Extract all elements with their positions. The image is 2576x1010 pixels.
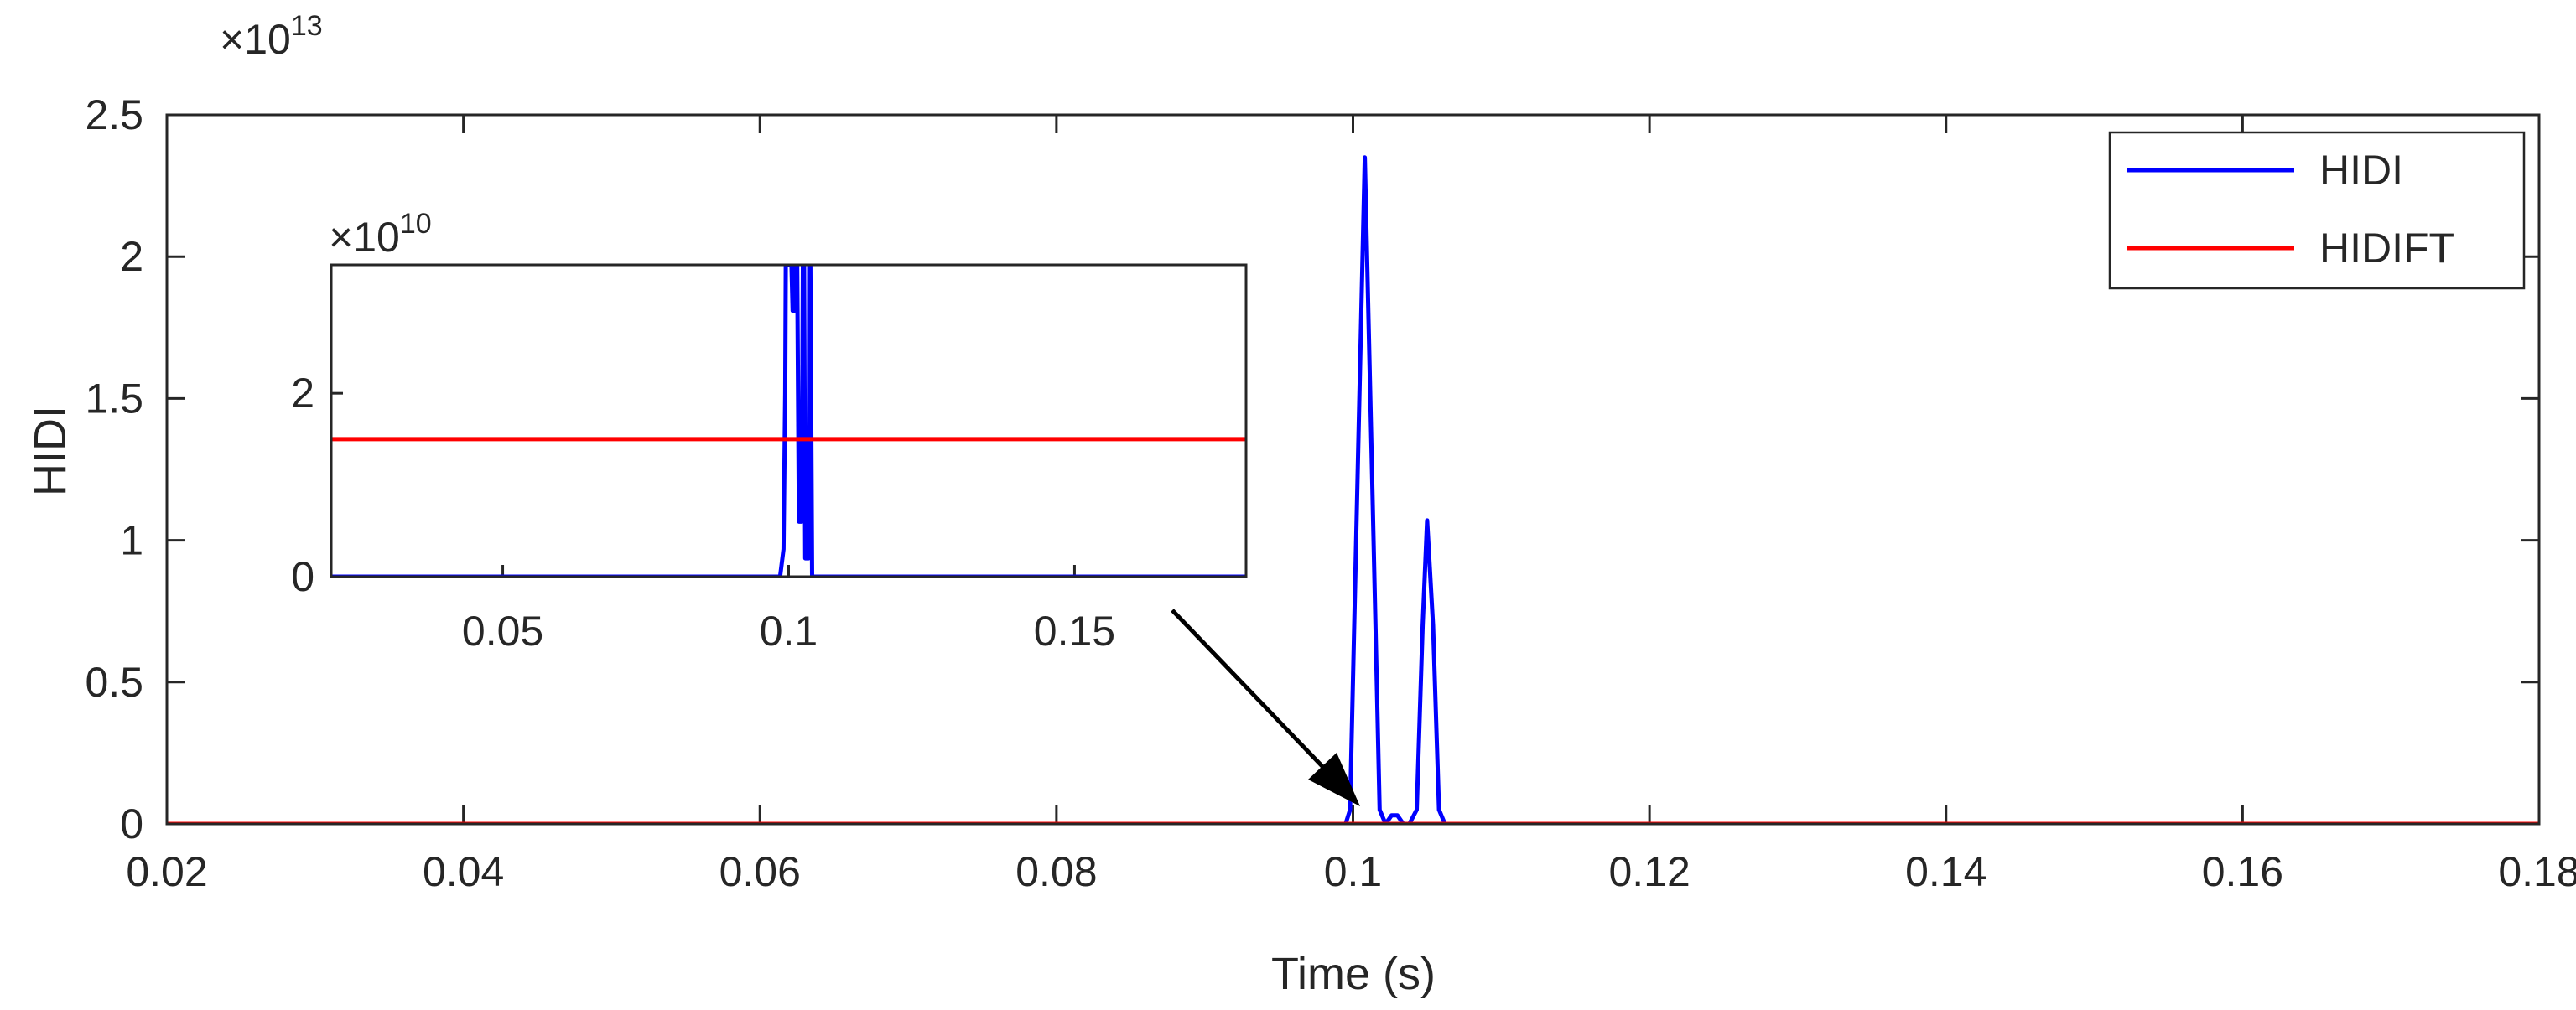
inset-axes-box xyxy=(330,263,1248,578)
inset-x-ticks: 0.05 0.1 0.15 xyxy=(462,565,1115,655)
annotation-arrow xyxy=(1171,609,1360,806)
x-tick-label: 0.05 xyxy=(462,608,543,655)
legend-item-hidi: HIDI xyxy=(2127,147,2403,194)
y-tick-label: 0 xyxy=(120,800,143,847)
legend-label-hidi: HIDI xyxy=(2319,147,2403,194)
x-tick-label: 0.02 xyxy=(126,848,207,895)
series-line-hidi xyxy=(331,265,1246,577)
legend: HIDI HIDIFT xyxy=(2108,131,2526,290)
main-axes: HIDI Time (s) ×1013 0.02 0.04 0.06 0.08 0.1 0… xyxy=(25,10,2576,999)
x-tick-label: 0.04 xyxy=(423,848,504,895)
series-line-hidi xyxy=(167,155,2539,824)
x-tick-label: 0.14 xyxy=(1905,848,1987,895)
inset-y-exponent-label: ×1010 xyxy=(329,208,432,261)
y-tick-label: 0.5 xyxy=(85,659,143,706)
main-plot-area xyxy=(167,155,2539,824)
x-ticks: 0.02 0.04 0.06 0.08 0.1 0.12 0.14 0.16 0.18 xyxy=(126,115,2576,895)
y-tick-label: 0 xyxy=(291,553,314,600)
x-tick-label: 0.1 xyxy=(1324,848,1383,895)
y-tick-label: 2 xyxy=(120,233,143,280)
x-tick-label: 0.16 xyxy=(2202,848,2283,895)
y-tick-label: 1 xyxy=(120,517,143,564)
svg-text:×1010: ×1010 xyxy=(329,208,432,261)
svg-text:×1013: ×1013 xyxy=(220,10,323,63)
x-tick-label: 0.18 xyxy=(2498,848,2576,895)
y-tick-label: 1.5 xyxy=(85,375,143,422)
x-tick-label: 0.1 xyxy=(760,608,818,655)
y-exponent-label: ×1013 xyxy=(220,10,323,63)
x-tick-label: 0.08 xyxy=(1015,848,1097,895)
y-axis-label: HIDI xyxy=(25,406,75,496)
legend-box xyxy=(2108,131,2526,290)
y-tick-label: 2.5 xyxy=(85,91,143,138)
legend-item-hidift: HIDIFT xyxy=(2127,225,2454,272)
x-tick-label: 0.15 xyxy=(1034,608,1115,655)
main-axes-box xyxy=(165,113,2541,826)
inset-plot-area xyxy=(331,265,1246,577)
inset-y-multiplier: ×10 xyxy=(329,214,400,261)
inset-y-exponent: 10 xyxy=(400,208,432,240)
inset-axes: ×1010 0.05 0.1 0.15 02 xyxy=(291,208,1248,655)
y-exponent: 13 xyxy=(291,10,323,42)
legend-label-hidift: HIDIFT xyxy=(2319,225,2454,272)
x-tick-label: 0.06 xyxy=(719,848,801,895)
x-tick-label: 0.12 xyxy=(1608,848,1690,895)
x-axis-label: Time (s) xyxy=(1271,949,1436,999)
y-multiplier: ×10 xyxy=(220,16,291,63)
y-tick-label: 2 xyxy=(291,370,314,417)
inset-y-ticks: 02 xyxy=(291,370,343,600)
